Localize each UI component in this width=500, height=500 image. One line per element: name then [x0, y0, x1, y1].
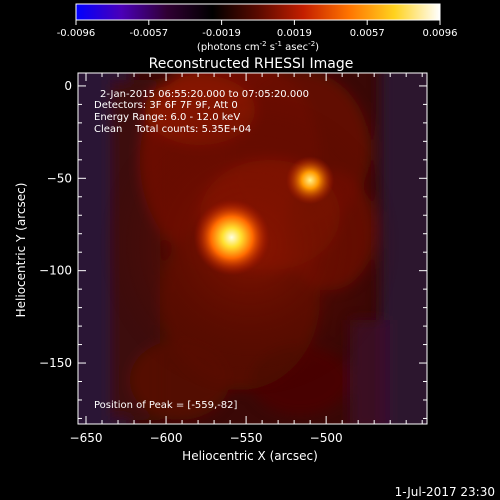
colorbar-tick-label: -0.0019 [202, 28, 241, 39]
chart-title: Reconstructed RHESSI Image [149, 56, 354, 72]
colorbar-tick-label: 0.0096 [423, 28, 458, 39]
annotation-detectors: Detectors: 3F 6F 7F 9F, Att 0 [94, 100, 238, 111]
y-tick-label: 0 [64, 79, 72, 93]
y-tick-label: −50 [47, 171, 72, 185]
colorbar-tick-label: 0.0019 [277, 28, 312, 39]
colorbar-tick-label: -0.0096 [57, 28, 96, 39]
x-tick-label: −550 [230, 431, 263, 445]
y-tick-label: −100 [39, 264, 72, 278]
y-tick-label: −150 [39, 356, 72, 370]
x-axis-ticks: −650 −600 −550 −500 [70, 73, 423, 445]
annotation-clean: Clean Total counts: 5.35E+04 [94, 124, 251, 135]
hxr-source-primary [193, 199, 270, 276]
colorbar-strip [75, 3, 441, 21]
colorbar-unit-label: (photons cm-2 s-1 asec-2) [197, 40, 319, 53]
info-annotations: 2-Jan-2015 06:55:20.000 to 07:05:20.000 … [94, 89, 309, 135]
colorbar-tick-label: -0.0057 [129, 28, 168, 39]
colorbar: -0.0096 -0.0057 -0.0019 0.0019 0.0057 0.0096 … [57, 3, 458, 53]
heatmap-image [78, 73, 427, 424]
annotation-time: 2-Jan-2015 06:55:20.000 to 07:05:20.000 [100, 89, 309, 100]
x-tick-label: −650 [70, 431, 103, 445]
y-axis-ticks: 0 −50 −100 −150 [39, 79, 427, 419]
annotation-energy: Energy Range: 6.0 - 12.0 keV [94, 112, 240, 123]
x-axis-label: Heliocentric X (arcsec) [182, 449, 318, 463]
peak-position-label: Position of Peak = [-559,-82] [94, 400, 238, 411]
plot-timestamp: 1-Jul-2017 23:30 [395, 485, 495, 499]
hxr-source-secondary [286, 156, 335, 205]
x-tick-label: −600 [150, 431, 183, 445]
y-axis-label: Heliocentric Y (arcsec) [14, 183, 28, 318]
colorbar-ticks: -0.0096 -0.0057 -0.0019 0.0019 0.0057 0.0096 [57, 20, 458, 39]
plot-frame [77, 72, 428, 425]
colorbar-tick-label: 0.0057 [350, 28, 385, 39]
x-tick-label: −500 [310, 431, 343, 445]
